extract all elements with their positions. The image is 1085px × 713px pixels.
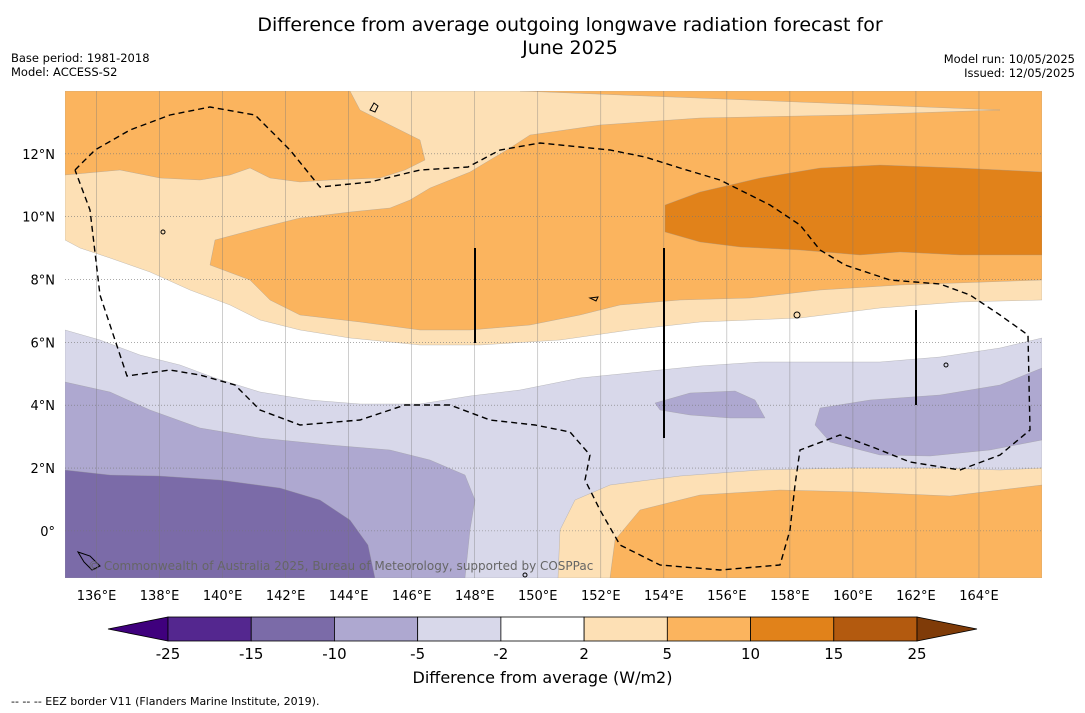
lon-tick-label: 146°E <box>392 589 432 604</box>
longitude-labels: 136°E 138°E 140°E 142°E 144°E 146°E 148°E 150°E… <box>77 589 999 604</box>
lon-tick-label: 160°E <box>833 589 873 604</box>
issued-text: Issued: 12/05/2025 <box>964 66 1075 80</box>
colorbar-swatch <box>833 616 918 642</box>
region-pos-mid-se <box>609 484 1042 578</box>
lat-tick-label: 0° <box>40 525 55 540</box>
model-run-text: Model run: 10/05/2025 <box>943 52 1075 66</box>
colorbar-tick-label: -2 <box>493 645 508 663</box>
base-period-text: Base period: 1981-2018 <box>11 51 150 65</box>
lon-tick-label: 144°E <box>329 589 369 604</box>
lon-tick-label: 156°E <box>707 589 747 604</box>
lon-tick-label: 152°E <box>581 589 621 604</box>
colorbar-tick-label: 15 <box>824 645 843 663</box>
lon-tick-label: 154°E <box>644 589 684 604</box>
colorbar-tick-label: 5 <box>663 645 673 663</box>
eez-border-fsm-west <box>74 106 1031 571</box>
lat-tick-label: 2°N <box>31 462 56 477</box>
lat-tick-label: 4°N <box>31 399 56 414</box>
colorbar-tick-label: -10 <box>322 645 347 663</box>
lat-tick-label: 12°N <box>22 148 55 163</box>
colorbar-tick-label: 25 <box>907 645 926 663</box>
lon-tick-label: 140°E <box>203 589 243 604</box>
lon-tick-label: 148°E <box>455 589 495 604</box>
lon-tick-label: 164°E <box>959 589 999 604</box>
colorbar-swatch <box>167 616 252 642</box>
island-2 <box>793 311 801 319</box>
island-3 <box>160 229 166 235</box>
lat-tick-label: 10°N <box>22 211 55 226</box>
islands <box>76 102 949 578</box>
run-info: Model run: 10/05/2025 Issued: 12/05/2025 <box>944 52 1075 80</box>
lon-tick-label: 136°E <box>77 589 117 604</box>
latitude-labels: 0° 2°N 4°N 6°N 8°N 10°N 12°N <box>22 148 55 540</box>
lon-tick-label: 162°E <box>896 589 936 604</box>
region-neg-strong-sw <box>65 469 376 578</box>
copyright-text: © Commonwealth of Australia 2025, Bureau… <box>88 559 593 573</box>
colorbar: -25 -15 -10 -5 -2 2 5 10 15 25 <box>107 616 978 663</box>
lon-tick-label: 158°E <box>770 589 810 604</box>
region-pos-mid-nw <box>65 91 426 183</box>
island-1 <box>369 102 379 113</box>
colorbar-tick-label: -5 <box>410 645 425 663</box>
colorbar-tick-label: -25 <box>156 645 181 663</box>
colorbar-over-arrow <box>916 616 978 642</box>
lon-tick-label: 150°E <box>518 589 558 604</box>
lon-tick-label: 142°E <box>266 589 306 604</box>
colorbar-tick-label: 2 <box>579 645 589 663</box>
colorbar-swatch <box>750 616 835 642</box>
base-info: Base period: 1981-2018 Model: ACCESS-S2 <box>11 51 150 79</box>
island-5 <box>943 362 949 368</box>
island-group-sw <box>76 551 101 571</box>
colorbar-swatch <box>583 616 668 642</box>
region-neg-mid-central <box>654 390 766 419</box>
lat-tick-label: 8°N <box>31 274 56 289</box>
colorbar-swatch <box>500 616 585 642</box>
lon-tick-label: 138°E <box>140 589 180 604</box>
title-line-2: June 2025 <box>522 37 618 59</box>
colorbar-swatch <box>417 616 502 642</box>
colorbar-tick-label: -15 <box>239 645 264 663</box>
title-line-1: Difference from average outgoing longwav… <box>257 14 883 36</box>
colorbar-under-arrow <box>107 616 169 642</box>
map-title: Difference from average outgoing longwav… <box>170 14 970 60</box>
anomaly-field: © Commonwealth of Australia 2025, Bureau… <box>65 91 1042 578</box>
eez-footnote: -- -- -- EEZ border V11 (Flanders Marine… <box>11 695 320 708</box>
model-text: Model: ACCESS-S2 <box>11 65 118 79</box>
colorbar-swatch <box>250 616 335 642</box>
island-6 <box>522 572 528 578</box>
gridlines <box>65 91 1042 578</box>
colorbar-swatch <box>666 616 751 642</box>
colorbar-label: Difference from average (W/m2) <box>412 668 673 687</box>
island-4 <box>588 296 599 302</box>
colorbar-swatch <box>334 616 419 642</box>
colorbar-tick-label: 10 <box>741 645 760 663</box>
lat-tick-label: 6°N <box>31 336 56 351</box>
